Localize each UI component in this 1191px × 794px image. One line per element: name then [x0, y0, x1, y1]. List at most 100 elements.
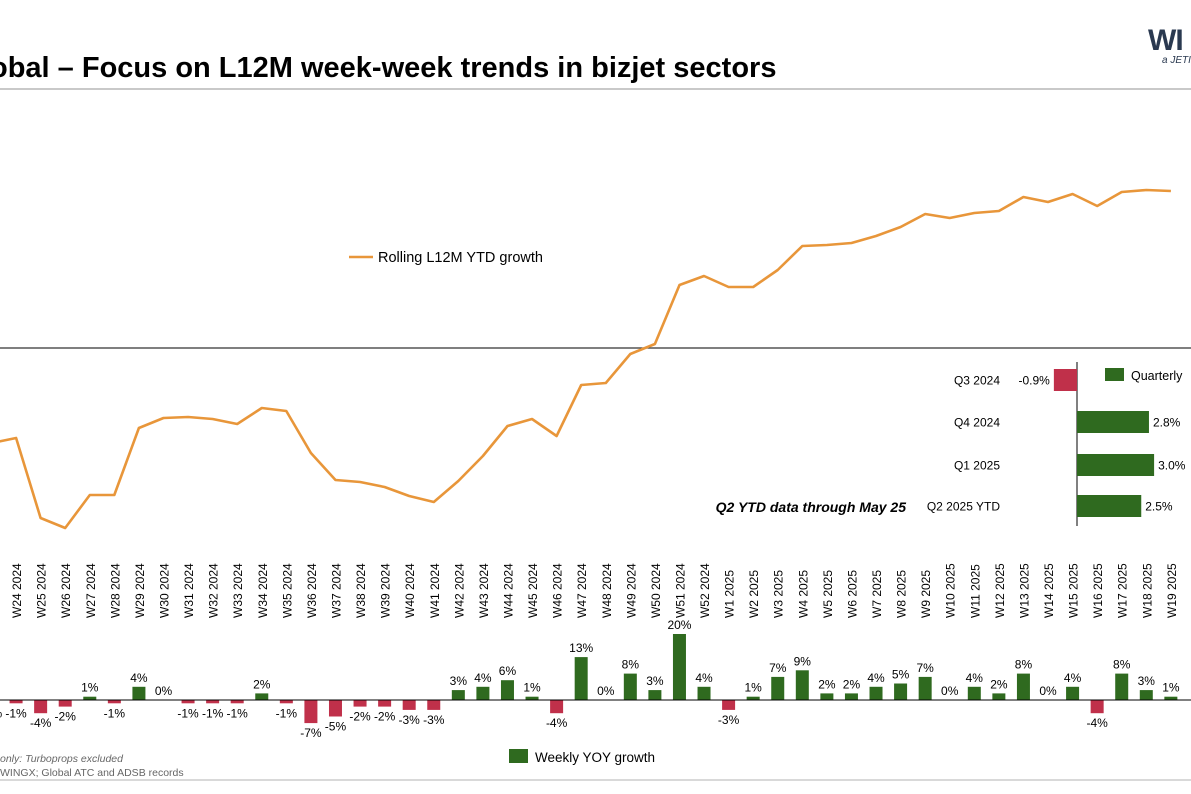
week-tick-label: W44 2024 [501, 563, 515, 618]
week-tick-label: W32 2024 [207, 563, 221, 618]
weekly-value-label: -1% [227, 706, 249, 720]
week-tick-label: W26 2024 [59, 563, 73, 618]
weekly-bar [771, 676, 785, 700]
quarterly-value-label: -0.9% [1019, 374, 1051, 388]
weekly-value-label: 2% [990, 677, 1008, 691]
week-tick-label: W51 2024 [673, 563, 687, 618]
legend-label-weekly: Weekly YOY growth [535, 750, 655, 765]
weekly-bar [427, 700, 441, 710]
week-tick-label: W38 2024 [354, 563, 368, 618]
weekly-bar [353, 700, 367, 707]
weekly-value-label: 4% [966, 671, 984, 685]
quarterly-value-label: 3.0% [1158, 459, 1186, 473]
weekly-bar [206, 700, 220, 704]
weekly-bar [500, 680, 514, 700]
week-tick-label: W18 2025 [1140, 563, 1154, 618]
weekly-bar [1090, 700, 1104, 714]
week-tick-label: W50 2024 [649, 563, 663, 618]
weekly-value-label: 4% [1064, 671, 1082, 685]
week-tick-label: W15 2025 [1067, 563, 1081, 618]
week-tick-label: W3 2025 [772, 570, 786, 618]
week-tick-label: W14 2025 [1042, 563, 1056, 618]
week-tick-label: W46 2024 [551, 563, 565, 618]
week-tick-label: W24 2024 [10, 563, 24, 618]
weekly-value-label: 7% [916, 661, 934, 675]
weekly-value-label: -2% [349, 710, 371, 724]
week-tick-label: W16 2025 [1091, 563, 1105, 618]
weekly-bar [746, 696, 760, 700]
week-tick-label: W4 2025 [796, 570, 810, 618]
weekly-bar [34, 700, 48, 714]
weekly-value-label: 2% [253, 677, 271, 691]
weekly-value-label: -3% [423, 713, 445, 727]
weekly-value-label: 4% [474, 671, 492, 685]
weekly-bar [476, 686, 490, 700]
weekly-bar [304, 700, 318, 724]
week-tick-label: W9 2025 [919, 570, 933, 618]
weekly-value-label: -4% [1086, 716, 1108, 730]
week-tick-label: W31 2024 [182, 563, 196, 618]
week-tick-label: W30 2024 [157, 563, 171, 618]
quarterly-bar [1077, 454, 1155, 476]
weekly-bar [1016, 673, 1030, 700]
weekly-bar [279, 700, 293, 704]
week-tick-label: W40 2024 [403, 563, 417, 618]
weekly-value-label: -1% [0, 706, 2, 720]
week-tick-label: W8 2025 [895, 570, 909, 618]
weekly-bar [550, 700, 564, 714]
quarterly-category-label: Q1 2025 [954, 459, 1000, 473]
weekly-bar [1066, 686, 1080, 700]
weekly-bar [230, 700, 244, 704]
rolling-line-chart: Rolling L12M YTD growth [0, 188, 1191, 530]
weekly-value-label: 1% [81, 681, 99, 695]
week-tick-label: W28 2024 [108, 563, 122, 618]
weekly-value-label: 8% [622, 658, 640, 672]
page-title: obal – Focus on L12M week-week trends in… [0, 52, 777, 84]
weekly-value-label: 7% [769, 661, 787, 675]
week-tick-label: W12 2025 [993, 563, 1007, 618]
weekly-value-label: -1% [276, 706, 298, 720]
quarterly-value-label: 2.8% [1153, 416, 1181, 430]
series-line-rolling-l12m [0, 188, 1171, 530]
weekly-value-label: 13% [569, 641, 593, 655]
weekly-bar [255, 693, 269, 700]
week-tick-label: W25 2024 [35, 563, 49, 618]
weekly-value-label: -1% [177, 706, 199, 720]
weekly-value-label: 8% [1015, 658, 1033, 672]
week-tick-label: W41 2024 [428, 563, 442, 618]
weekly-value-label: -5% [325, 720, 347, 734]
bottom-divider [0, 779, 1191, 781]
week-tick-label: W43 2024 [477, 563, 491, 618]
week-tick-label: W1 2025 [723, 570, 737, 618]
week-tick-label: W52 2024 [698, 563, 712, 618]
title-divider [0, 88, 1191, 90]
week-tick-label: W29 2024 [133, 563, 147, 618]
weekly-bar [83, 696, 97, 700]
week-tick-label: W7 2025 [870, 570, 884, 618]
weekly-value-label: -2% [374, 710, 396, 724]
weekly-value-label: 4% [695, 671, 713, 685]
weekly-value-label: 1% [744, 681, 762, 695]
week-tick-label: W47 2024 [575, 563, 589, 618]
weekly-value-label: -1% [104, 706, 126, 720]
quarterly-bar [1053, 369, 1077, 391]
week-tick-label: W39 2024 [379, 563, 393, 618]
week-tick-label: W36 2024 [305, 563, 319, 618]
weekly-bar [402, 700, 416, 710]
weekly-value-label: -4% [546, 716, 568, 730]
logo-tagline: a JETI [1162, 55, 1191, 66]
weekly-value-label: 0% [155, 684, 173, 698]
weekly-value-label: 4% [867, 671, 885, 685]
weekly-bar [894, 683, 908, 700]
quarterly-bar [1077, 411, 1149, 433]
week-tick-label: W11 2025 [968, 564, 982, 618]
weekly-bar [574, 657, 588, 700]
weekly-bar [378, 700, 392, 707]
weekly-bar [869, 686, 883, 700]
weekly-value-label: 0% [597, 684, 615, 698]
weekly-value-label: -7% [300, 726, 322, 740]
week-tick-label: W34 2024 [256, 563, 270, 618]
weekly-bar [1139, 690, 1153, 700]
